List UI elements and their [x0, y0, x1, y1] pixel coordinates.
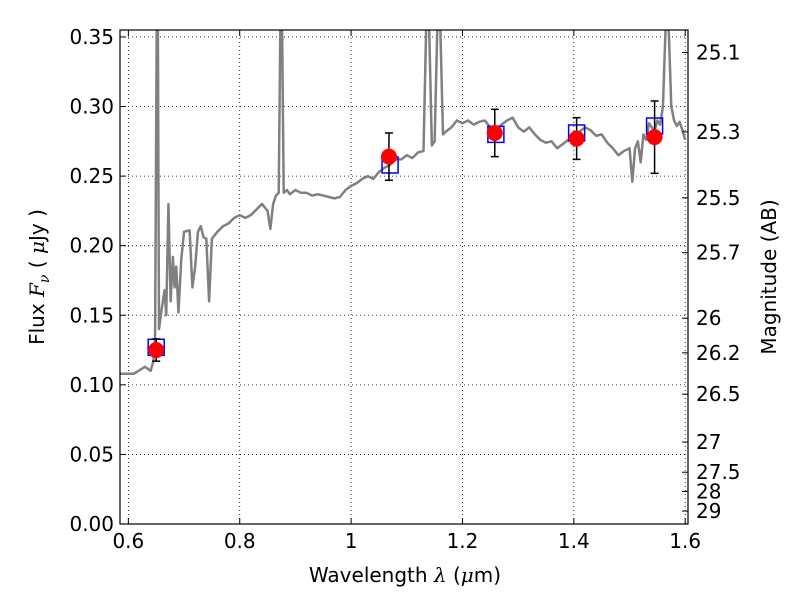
- x-tick-label: 0.8: [224, 529, 256, 553]
- x-tick-label: 1.4: [558, 529, 590, 553]
- y2-tick-label: 26.5: [696, 382, 741, 406]
- y-tick-label: 0.15: [69, 303, 114, 327]
- axis-ticks: 0.6 0.8 1 1.2 1.4 1.6 0.00 0.05 0.10 0.15 0.20 0.25…: [69, 25, 740, 553]
- observed-photometry-point: [568, 130, 585, 147]
- y2-tick-label: 27: [696, 430, 721, 454]
- y2-tick-label: 25.7: [696, 241, 741, 265]
- observed-photometry-point: [380, 148, 397, 165]
- plot-data: [120, 30, 687, 375]
- observed-photometry-point: [148, 342, 165, 359]
- x-tick-label: 1.6: [669, 529, 701, 553]
- y2-tick-label: 29: [696, 499, 721, 523]
- x-tick-label: 1: [345, 529, 358, 553]
- y-tick-label: 0.10: [69, 373, 114, 397]
- y2-tick-label: 25.5: [696, 186, 741, 210]
- y-tick-label: 0.00: [69, 512, 114, 536]
- y-tick-label: 0.35: [69, 25, 114, 49]
- y-tick-label: 0.30: [69, 95, 114, 119]
- y-axis-label: Flux Fν ( μJy ): [25, 209, 53, 345]
- y-tick-label: 0.05: [69, 442, 114, 466]
- y2-tick-label: 27.5: [696, 460, 741, 484]
- y2-tick-label: 25.3: [696, 120, 741, 144]
- plot-frame: [119, 29, 689, 525]
- x-tick-label: 0.6: [112, 529, 144, 553]
- y2-tick-label: 25.1: [696, 41, 741, 65]
- x-tick-label: 1.2: [447, 529, 479, 553]
- y-tick-label: 0.25: [69, 164, 114, 188]
- y2-tick-label: 26.2: [696, 341, 741, 365]
- y2-tick-label: 28: [696, 479, 721, 503]
- y2-tick-label: 26: [696, 306, 721, 330]
- x-axis-label: Wavelength λ (μm): [309, 563, 501, 587]
- y-tick-label: 0.20: [69, 234, 114, 258]
- y2-axis-label: Magnitude (AB): [757, 199, 781, 354]
- observed-photometry-point: [646, 129, 663, 146]
- observed-photometry-point: [486, 124, 503, 141]
